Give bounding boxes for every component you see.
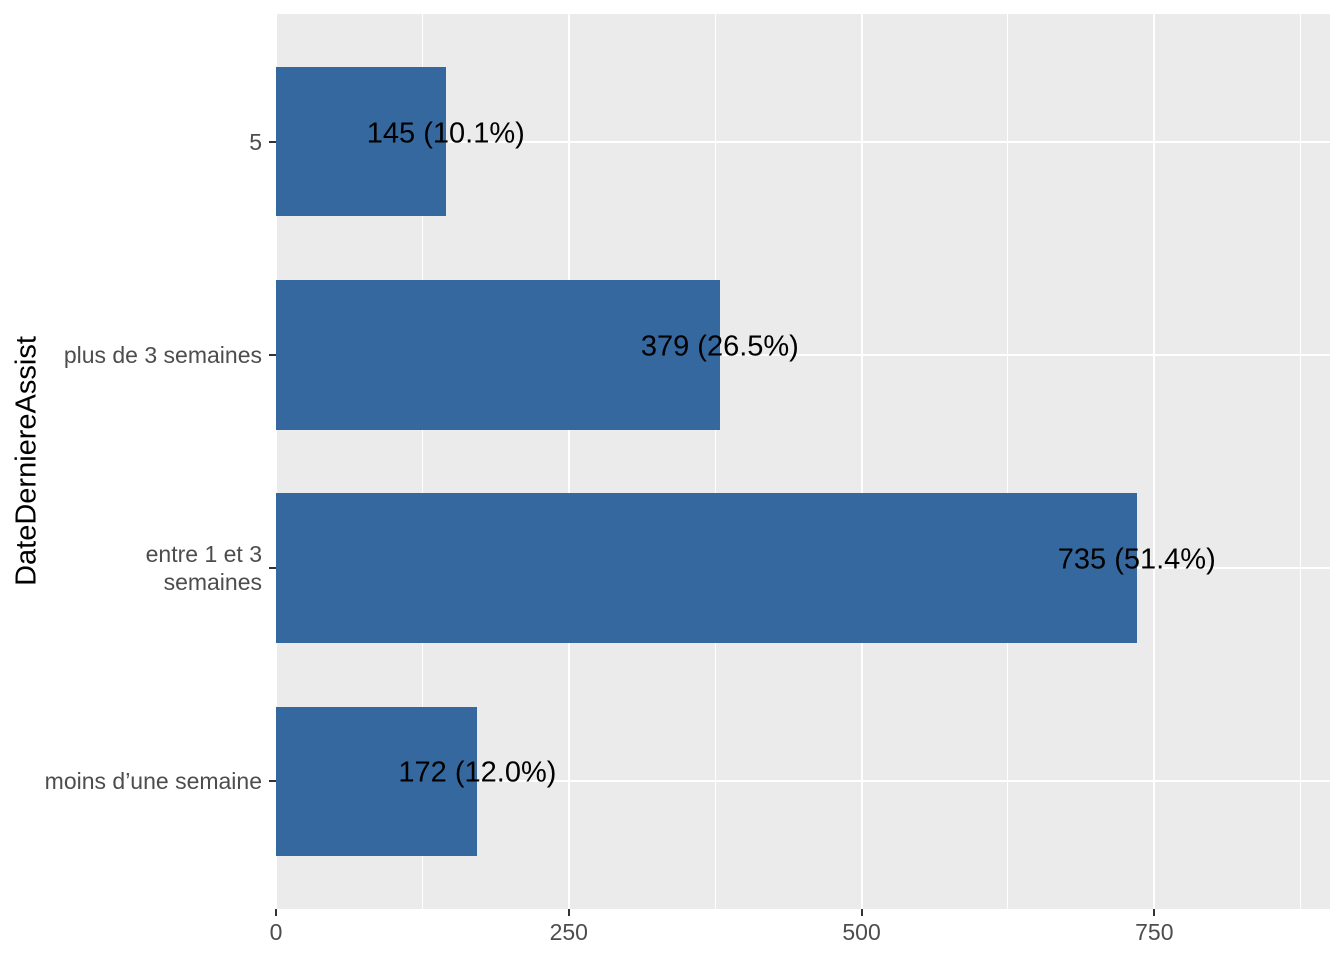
- bar: [276, 493, 1137, 643]
- y-axis-tick-mark: [269, 140, 276, 143]
- x-axis-tick-mark: [275, 909, 277, 916]
- x-major-gridline: [1153, 14, 1156, 909]
- y-major-gridline: [276, 780, 1330, 783]
- plot-panel: 145 (10.1%) 379 (26.5%) 735 (51.4%) 172 (12…: [276, 14, 1330, 909]
- y-axis-category-label: 5: [249, 128, 262, 155]
- x-axis-tick-mark: [567, 909, 570, 916]
- x-axis-tick-label: 250: [549, 919, 588, 945]
- bar-value-label: 172 (12.0%): [398, 756, 557, 789]
- x-major-gridline: [276, 14, 277, 909]
- bar: [276, 706, 478, 856]
- x-major-gridline: [567, 14, 570, 909]
- x-major-gridline: [860, 14, 863, 909]
- y-axis-tick-mark: [269, 567, 276, 570]
- bar-value-label: 379 (26.5%): [640, 330, 799, 363]
- x-axis-tick-label: 750: [1135, 919, 1174, 945]
- x-axis-tick-mark: [1153, 909, 1156, 916]
- y-major-gridline: [276, 353, 1330, 356]
- y-axis-category-label: plus de 3 semaines: [63, 341, 262, 368]
- x-minor-gridline: [714, 14, 716, 909]
- bar: [276, 280, 720, 430]
- x-minor-gridline: [1300, 14, 1302, 909]
- bar: [276, 67, 446, 217]
- y-axis-category-label: entre 1 et 3 semaines: [145, 541, 262, 596]
- y-axis-tick-mark: [269, 780, 276, 783]
- x-axis-tick-mark: [860, 909, 863, 916]
- y-axis-tick-mark: [269, 353, 276, 356]
- y-major-gridline: [276, 140, 1330, 143]
- x-minor-gridline: [1007, 14, 1009, 909]
- x-minor-gridline: [421, 14, 423, 909]
- bar-value-label: 145 (10.1%): [366, 117, 525, 150]
- bar-value-label: 735 (51.4%): [1057, 543, 1216, 576]
- x-axis-tick-label: 0: [269, 919, 283, 945]
- y-axis-category-label: moins d’une semaine: [44, 768, 262, 795]
- x-axis-tick-label: 500: [842, 919, 881, 945]
